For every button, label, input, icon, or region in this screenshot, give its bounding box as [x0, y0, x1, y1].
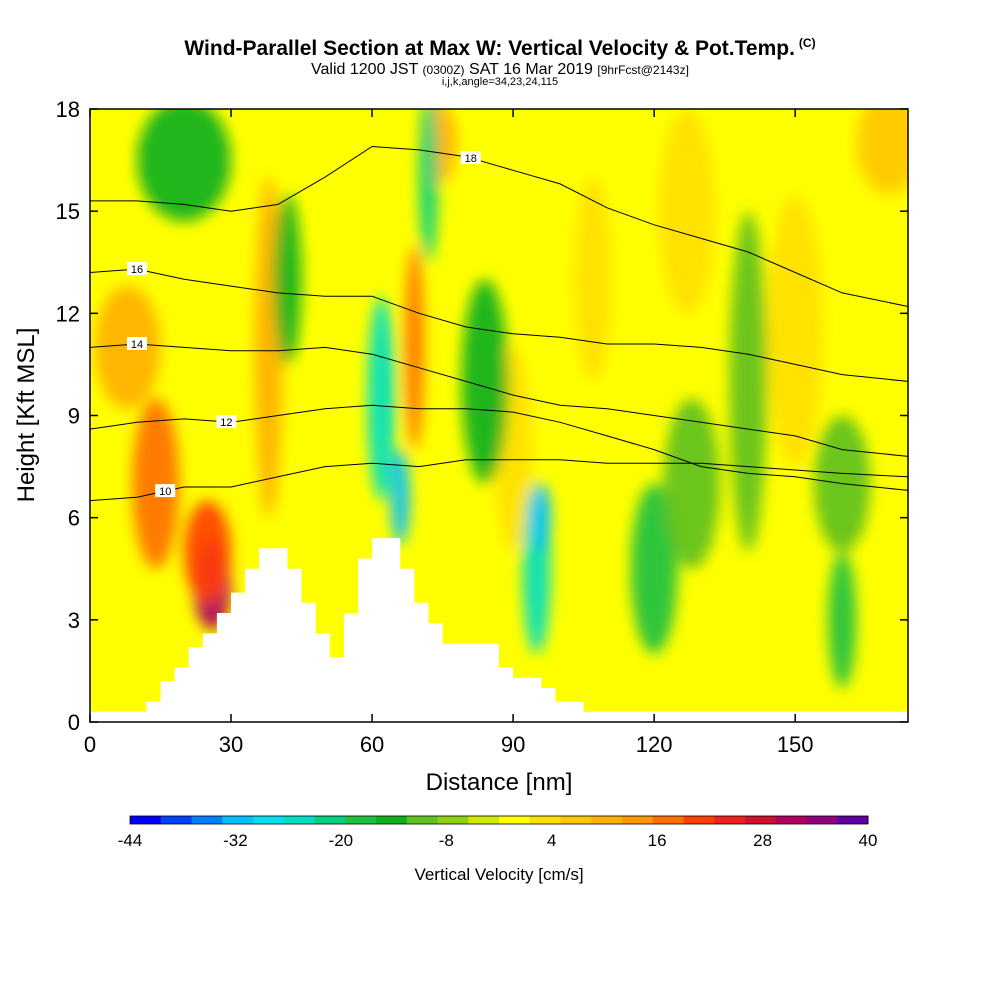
x-tick-label: 60 [360, 732, 384, 757]
colorbar-tick-label: -44 [118, 831, 143, 850]
colorbar-swatch [253, 816, 285, 824]
colorbar-swatch [745, 816, 777, 824]
colorbar-tick-label: -32 [223, 831, 248, 850]
colorbar: -44 -32 -20 -8 4 16 28 40 [118, 815, 878, 850]
y-axis-title: Height [Kft MSL] [13, 328, 40, 503]
downdraft-cell [828, 551, 857, 688]
x-tick-label: 90 [501, 732, 525, 757]
colorbar-tick-label: 40 [859, 831, 878, 850]
isentrope-line [90, 459, 908, 502]
colorbar-swatch [376, 816, 408, 824]
valid-utc: (0300Z) [422, 63, 465, 77]
colorbar-swatch [560, 816, 592, 824]
updraft-cell [132, 398, 180, 569]
downdraft-cell [390, 449, 410, 545]
colorbar-swatch [714, 816, 746, 824]
isentrope-line [90, 145, 908, 307]
terrain-mask [90, 538, 908, 722]
vertical-velocity-field [94, 109, 908, 688]
isentrope-label-bg [127, 262, 148, 276]
x-tick-label: 0 [84, 732, 96, 757]
colorbar-swatch [406, 816, 438, 824]
isentrope-label-bg [127, 336, 148, 350]
isentrope-line [90, 343, 908, 457]
colorbar-swatch [837, 816, 869, 824]
colorbar-swatch [345, 816, 377, 824]
valid-time: Valid 1200 JST (0300Z) SAT 16 Mar 2019 [… [0, 61, 1000, 79]
colorbar-swatch [130, 816, 162, 824]
isentrope-label: 16 [131, 264, 143, 276]
updraft-cell [658, 109, 716, 314]
y-tick-label: 3 [68, 608, 80, 633]
y-tick-label: 15 [56, 199, 80, 224]
colorbar-swatch [283, 816, 315, 824]
downdraft-cell [273, 194, 302, 365]
y-tick-label: 6 [68, 506, 80, 531]
colorbar-swatch [160, 816, 192, 824]
colorbar-swatch [775, 816, 807, 824]
chart-title-text: Wind-Parallel Section at Max W: Vertical… [184, 37, 795, 60]
forecast-info: [9hrFcst@2143z] [597, 63, 689, 77]
colorbar-tick-label: 16 [648, 831, 667, 850]
x-tick-label: 150 [777, 732, 814, 757]
colorbar-swatch [591, 816, 623, 824]
downdraft-cell [461, 279, 509, 484]
updraft-cell [574, 177, 612, 382]
colorbar-tick-label: -8 [439, 831, 454, 850]
y-tick-label: 0 [68, 710, 80, 735]
isentrope-label-bg [155, 484, 176, 498]
y-tick-label: 18 [56, 97, 80, 122]
x-tick-label: 120 [636, 732, 673, 757]
colorbar-title: Vertical Velocity [cm/s] [414, 865, 583, 884]
downdraft-cell [419, 109, 438, 263]
downdraft-cell [663, 398, 720, 569]
y-tick-label: 9 [68, 404, 80, 429]
updraft-cell [404, 245, 424, 450]
colorbar-swatch [499, 816, 531, 824]
valid-prefix: Valid 1200 JST [311, 61, 419, 78]
colorbar-frame [129, 815, 869, 825]
colorbar-swatch [652, 816, 684, 824]
colorbar-swatch [191, 816, 223, 824]
colorbar-tick-label: 4 [547, 831, 556, 850]
isentrope-line [90, 268, 908, 382]
colorbar-tick-label: 28 [753, 831, 772, 850]
valid-date: SAT 16 Mar 2019 [469, 61, 593, 78]
plot-area: 10 12 14 16 18 [90, 109, 908, 722]
isentrope-label: 14 [131, 339, 143, 351]
axes: 0 30 60 90 120 150 0 3 6 9 12 15 18 [56, 97, 908, 757]
x-tick-label: 30 [219, 732, 243, 757]
updraft-cell [766, 194, 824, 467]
isentrope-label: 18 [465, 153, 477, 165]
colorbar-swatch [622, 816, 654, 824]
isentrope-label: 10 [159, 486, 171, 498]
colorbar-swatch [222, 816, 254, 824]
colorbar-swatch [683, 816, 715, 824]
isentrope-label-bg [216, 414, 237, 428]
colorbar-swatch [529, 816, 561, 824]
x-axis-title: Distance [nm] [426, 769, 573, 796]
potential-temperature-contours: 10 12 14 16 18 [90, 145, 908, 502]
colorbar-tick-label: -20 [329, 831, 354, 850]
colorbar-swatch [806, 816, 838, 824]
isentrope-label: 12 [220, 417, 232, 429]
colorbar-swatch [468, 816, 500, 824]
updraft-cell [184, 500, 232, 603]
isentrope-label-bg [460, 151, 481, 165]
downdraft-cell [367, 296, 396, 501]
copyright-mark: (C) [798, 36, 816, 50]
downdraft-cell [630, 483, 678, 654]
downdraft-cell [531, 483, 551, 552]
chart-title: Wind-Parallel Section at Max W: Vertical… [0, 36, 1000, 61]
updraft-cell [856, 109, 908, 195]
downdraft-cell [137, 109, 232, 222]
colorbar-swatch [314, 816, 346, 824]
y-tick-label: 12 [56, 301, 80, 326]
colorbar-swatch [437, 816, 469, 824]
downdraft-cell [729, 211, 767, 552]
section-params: i,j,k,angle=34,23,24,115 [441, 76, 559, 88]
